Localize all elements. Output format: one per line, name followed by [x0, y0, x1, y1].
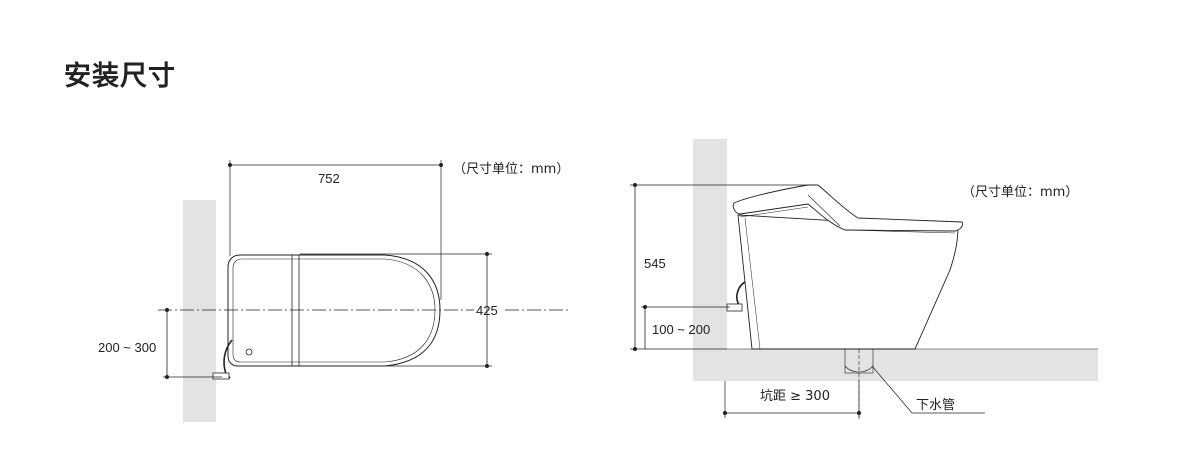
top-view-diagram: 752 425 200 ~ 300 （尺寸单位：mm）	[98, 160, 569, 422]
side-view-toilet-body	[737, 214, 959, 350]
dim-supply-height-label: 100 ~ 200	[652, 322, 710, 337]
top-view-toilet-inner	[232, 258, 436, 363]
drain-leader-line	[871, 365, 913, 414]
side-view-valve	[726, 303, 743, 312]
drain-label: 下水管	[916, 398, 955, 413]
dim-length-label: 752	[318, 171, 340, 186]
side-view-wall	[693, 139, 727, 381]
side-view-unit-note: （尺寸单位：mm）	[962, 185, 1078, 200]
dim-width-label: 425	[476, 303, 498, 318]
top-view-valve	[212, 372, 230, 380]
top-view-toilet-outline	[227, 254, 441, 367]
side-view-diagram: 545 100 ~ 200 坑距 ≥ 300 下水管 （尺寸单位：mm）	[630, 139, 1098, 420]
side-view-supply-hose	[736, 281, 746, 308]
side-view-floor	[693, 349, 1098, 381]
dim-supply-offset-label: 200 ~ 300	[98, 340, 156, 355]
top-view-wall	[183, 200, 216, 422]
top-view-unit-note: （尺寸单位：mm）	[453, 162, 569, 177]
dim-height-label: 545	[644, 256, 666, 271]
top-view-button	[245, 348, 253, 356]
side-view-toilet-lid	[732, 184, 963, 232]
dim-rough-in-label: 坑距 ≥ 300	[760, 389, 830, 404]
page-title: 安装尺寸	[64, 61, 176, 92]
